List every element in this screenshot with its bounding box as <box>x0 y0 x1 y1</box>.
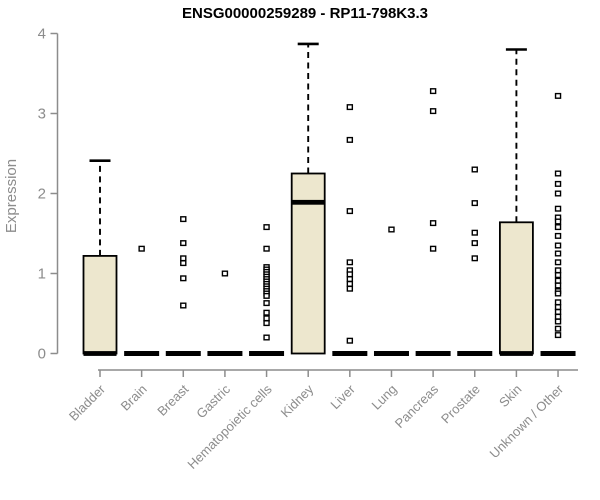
outlier-point-liver <box>346 280 354 287</box>
outlier-point-prostate <box>471 166 478 173</box>
y-tick-label: 3 <box>38 106 46 123</box>
outlier-point-prostate <box>471 229 478 236</box>
outlier-point-liver <box>346 136 354 143</box>
outlier-point-breast <box>180 302 187 309</box>
outlier-point-unknown-other <box>554 218 562 225</box>
median-lung <box>373 351 409 356</box>
outlier-point-hematopoietic-cells <box>263 300 270 307</box>
box-skin <box>498 221 534 355</box>
x-tick-label-pancreas: Pancreas <box>392 381 442 431</box>
median-gastric <box>207 351 243 356</box>
outlier-point-pancreas <box>429 220 437 227</box>
median-bladder <box>83 351 117 356</box>
outlier-point-unknown-other <box>554 277 562 284</box>
median-liver <box>332 351 368 356</box>
outlier-point-unknown-other <box>554 190 562 197</box>
outlier-point-unknown-other <box>554 290 562 297</box>
outlier-point-hematopoietic-cells <box>263 245 270 252</box>
y-axis-label: Expression <box>3 159 20 233</box>
outlier-point-unknown-other <box>554 267 562 274</box>
outlier-point-unknown-other <box>554 313 562 320</box>
outlier-point-prostate <box>471 240 478 247</box>
outlier-point-unknown-other <box>554 242 562 249</box>
x-tick-label-gastric: Gastric <box>193 381 233 421</box>
outlier-point-liver <box>346 271 354 278</box>
y-tick-label: 1 <box>38 266 46 283</box>
outlier-point-liver <box>346 285 354 292</box>
outlier-point-hematopoietic-cells <box>263 320 270 327</box>
outlier-point-liver <box>346 208 354 215</box>
outlier-point-unknown-other <box>554 259 562 266</box>
outlier-point-hematopoietic-cells <box>263 224 270 231</box>
outlier-point-hematopoietic-cells <box>263 334 270 341</box>
outlier-point-unknown-other <box>554 92 562 99</box>
box-series <box>82 42 576 356</box>
outlier-point-pancreas <box>429 88 437 95</box>
outlier-point-gastric <box>221 270 229 277</box>
median-kidney <box>291 199 325 205</box>
outlier-point-hematopoietic-cells <box>263 315 270 322</box>
median-breast <box>165 351 201 356</box>
outlier-point-unknown-other <box>554 180 562 187</box>
median-unknown-other <box>540 351 576 356</box>
median-skin <box>499 351 533 356</box>
median-pancreas <box>415 351 451 356</box>
outlier-point-unknown-other <box>554 299 562 306</box>
outlier-point-unknown-other <box>554 224 562 231</box>
outlier-point-breast <box>180 255 187 262</box>
outlier-point-prostate <box>471 255 478 262</box>
median-brain <box>124 351 160 356</box>
outlier-point-unknown-other <box>554 170 562 177</box>
outlier-point-unknown-other <box>554 272 562 279</box>
x-tick-label-unknown-other: Unknown / Other <box>487 381 567 461</box>
outlier-point-pancreas <box>429 108 437 115</box>
outlier-point-breast <box>180 216 187 223</box>
box-bladder <box>82 254 118 355</box>
x-tick-label-kidney: Kidney <box>278 381 317 420</box>
outlier-point-liver <box>346 276 354 283</box>
outlier-point-hematopoietic-cells <box>263 292 270 299</box>
median-prostate <box>457 351 493 356</box>
outlier-point-unknown-other <box>554 304 562 311</box>
median-hematopoietic-cells <box>249 351 285 356</box>
outlier-point-unknown-other <box>554 318 562 325</box>
outlier-point-breast <box>180 240 187 247</box>
outlier-point-unknown-other <box>554 332 562 339</box>
outlier-point-unknown-other <box>554 205 562 212</box>
x-tick-label-lung: Lung <box>369 382 400 413</box>
y-tick-label: 2 <box>38 186 46 203</box>
y-tick-label: 0 <box>38 346 46 363</box>
outlier-point-unknown-other <box>554 232 562 239</box>
outlier-point-hematopoietic-cells <box>263 309 270 316</box>
outlier-point-liver <box>346 337 354 344</box>
y-tick-label: 4 <box>38 26 46 43</box>
x-tick-label-prostate: Prostate <box>438 382 483 427</box>
x-tick-label-bladder: Bladder <box>66 381 109 424</box>
outlier-point-unknown-other <box>554 250 562 257</box>
x-tick-label-liver: Liver <box>327 381 358 412</box>
x-tick-label-skin: Skin <box>496 382 524 410</box>
outlier-point-unknown-other <box>554 308 562 315</box>
outlier-point-breast <box>180 260 187 267</box>
chart-title: ENSG00000259289 - RP11-798K3.3 <box>182 5 428 22</box>
outlier-point-lung <box>388 226 395 233</box>
outlier-point-prostate <box>471 200 478 207</box>
outlier-point-liver <box>346 259 354 266</box>
outlier-point-breast <box>180 275 187 282</box>
outlier-point-brain <box>138 245 145 252</box>
x-tick-label-breast: Breast <box>154 381 191 418</box>
outlier-point-unknown-other <box>554 325 562 332</box>
outlier-point-pancreas <box>429 245 437 252</box>
x-tick-label-brain: Brain <box>118 382 150 414</box>
outlier-point-liver <box>346 104 354 111</box>
outlier-point-unknown-other <box>554 282 562 289</box>
